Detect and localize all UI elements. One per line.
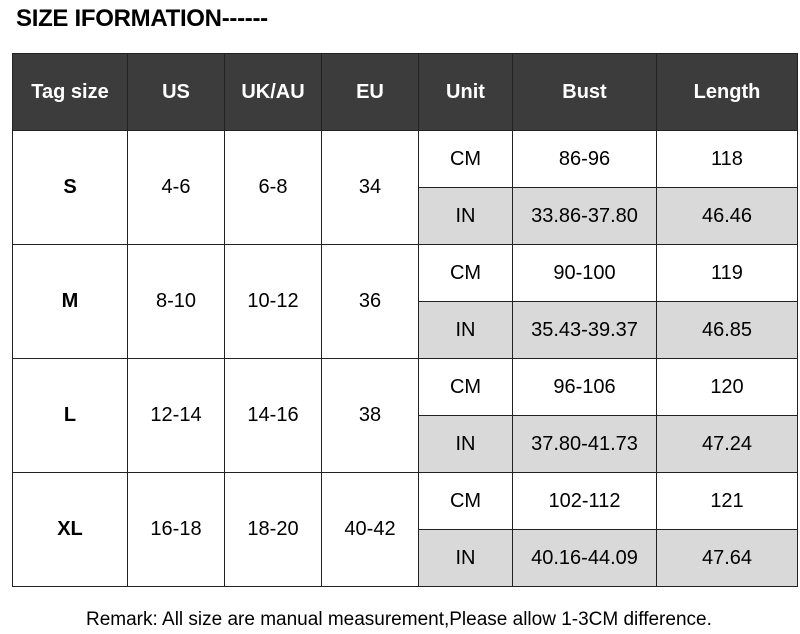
size-table: Tag size US UK/AU EU Unit Bust Length S 4-6 6-8 3… bbox=[12, 53, 798, 587]
cell-unit: IN bbox=[418, 529, 513, 587]
cell-eu: 40-42 bbox=[321, 472, 419, 587]
cell-bust: 90-100 bbox=[512, 244, 657, 302]
column-header: Unit bbox=[418, 53, 513, 131]
cell-bust: 35.43-39.37 bbox=[512, 301, 657, 359]
column-header: Length bbox=[656, 53, 798, 131]
header-row: Tag size US UK/AU EU Unit Bust Length bbox=[12, 53, 798, 131]
cell-length: 121 bbox=[656, 472, 798, 530]
table-row: IN 35.43-39.37 46.85 bbox=[13, 301, 798, 359]
page-title: SIZE IFORMATION------ bbox=[16, 5, 268, 32]
cell-tag: S bbox=[12, 130, 128, 245]
cell-unit: CM bbox=[418, 472, 513, 530]
cell-length: 47.24 bbox=[656, 415, 798, 473]
cell-unit: IN bbox=[418, 415, 513, 473]
remark: Remark: All size are manual measurement,… bbox=[86, 609, 712, 630]
column-header: US bbox=[127, 53, 225, 131]
cell-unit: CM bbox=[418, 358, 513, 416]
cell-tag: XL bbox=[12, 472, 128, 587]
cell-unit: CM bbox=[418, 244, 513, 302]
column-header: UK/AU bbox=[224, 53, 322, 131]
cell-bust: 86-96 bbox=[512, 130, 657, 188]
cell-unit: IN bbox=[418, 187, 513, 245]
cell-bust: 102-112 bbox=[512, 472, 657, 530]
column-header: Bust bbox=[512, 53, 657, 131]
table-row: XL 16-18 18-20 40-42 CM 102-112 121 bbox=[12, 472, 798, 587]
cell-bust: 40.16-44.09 bbox=[512, 529, 657, 587]
cell-tag: L bbox=[12, 358, 128, 473]
table-row: S 4-6 6-8 34 CM 86-96 118 bbox=[12, 130, 798, 245]
cell-ukau: 14-16 bbox=[224, 358, 322, 473]
table-row: M 8-10 10-12 36 CM 90-100 119 bbox=[12, 244, 798, 359]
cell-length: 47.64 bbox=[656, 529, 798, 587]
table-row: IN 33.86-37.80 46.46 bbox=[13, 187, 798, 245]
cell-bust: 37.80-41.73 bbox=[512, 415, 657, 473]
cell-unit: CM bbox=[418, 130, 513, 188]
cell-us: 12-14 bbox=[127, 358, 225, 473]
cell-eu: 36 bbox=[321, 244, 419, 359]
cell-length: 120 bbox=[656, 358, 798, 416]
cell-us: 16-18 bbox=[127, 472, 225, 587]
cell-eu: 34 bbox=[321, 130, 419, 245]
cell-length: 119 bbox=[656, 244, 798, 302]
cell-unit: IN bbox=[418, 301, 513, 359]
cell-length: 46.85 bbox=[656, 301, 798, 359]
cell-bust: 96-106 bbox=[512, 358, 657, 416]
cell-eu: 38 bbox=[321, 358, 419, 473]
table-row: IN 37.80-41.73 47.24 bbox=[13, 415, 798, 473]
cell-ukau: 18-20 bbox=[224, 472, 322, 587]
cell-bust: 33.86-37.80 bbox=[512, 187, 657, 245]
column-header: EU bbox=[321, 53, 419, 131]
cell-length: 118 bbox=[656, 130, 798, 188]
cell-tag: M bbox=[12, 244, 128, 359]
cell-ukau: 6-8 bbox=[224, 130, 322, 245]
column-header: Tag size bbox=[12, 53, 128, 131]
table-row: L 12-14 14-16 38 CM 96-106 120 bbox=[12, 358, 798, 473]
cell-ukau: 10-12 bbox=[224, 244, 322, 359]
cell-us: 4-6 bbox=[127, 130, 225, 245]
cell-length: 46.46 bbox=[656, 187, 798, 245]
cell-us: 8-10 bbox=[127, 244, 225, 359]
table-row: IN 40.16-44.09 47.64 bbox=[13, 529, 798, 587]
